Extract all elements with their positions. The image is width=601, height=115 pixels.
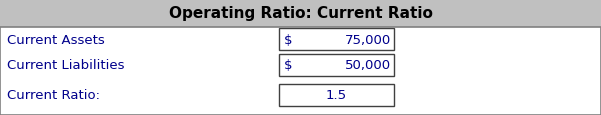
Text: Current Assets: Current Assets bbox=[7, 33, 105, 46]
Text: $: $ bbox=[284, 59, 292, 71]
Text: 1.5: 1.5 bbox=[326, 88, 347, 101]
Text: 75,000: 75,000 bbox=[344, 33, 391, 46]
Text: 50,000: 50,000 bbox=[344, 59, 391, 71]
Bar bbox=[279, 29, 394, 51]
Text: Current Liabilities: Current Liabilities bbox=[7, 59, 125, 71]
Text: Current Ratio:: Current Ratio: bbox=[7, 88, 100, 101]
Text: Operating Ratio: Current Ratio: Operating Ratio: Current Ratio bbox=[168, 6, 433, 21]
Bar bbox=[279, 54, 394, 76]
Bar bbox=[0, 0, 601, 28]
Text: $: $ bbox=[284, 33, 292, 46]
Bar bbox=[279, 84, 394, 106]
